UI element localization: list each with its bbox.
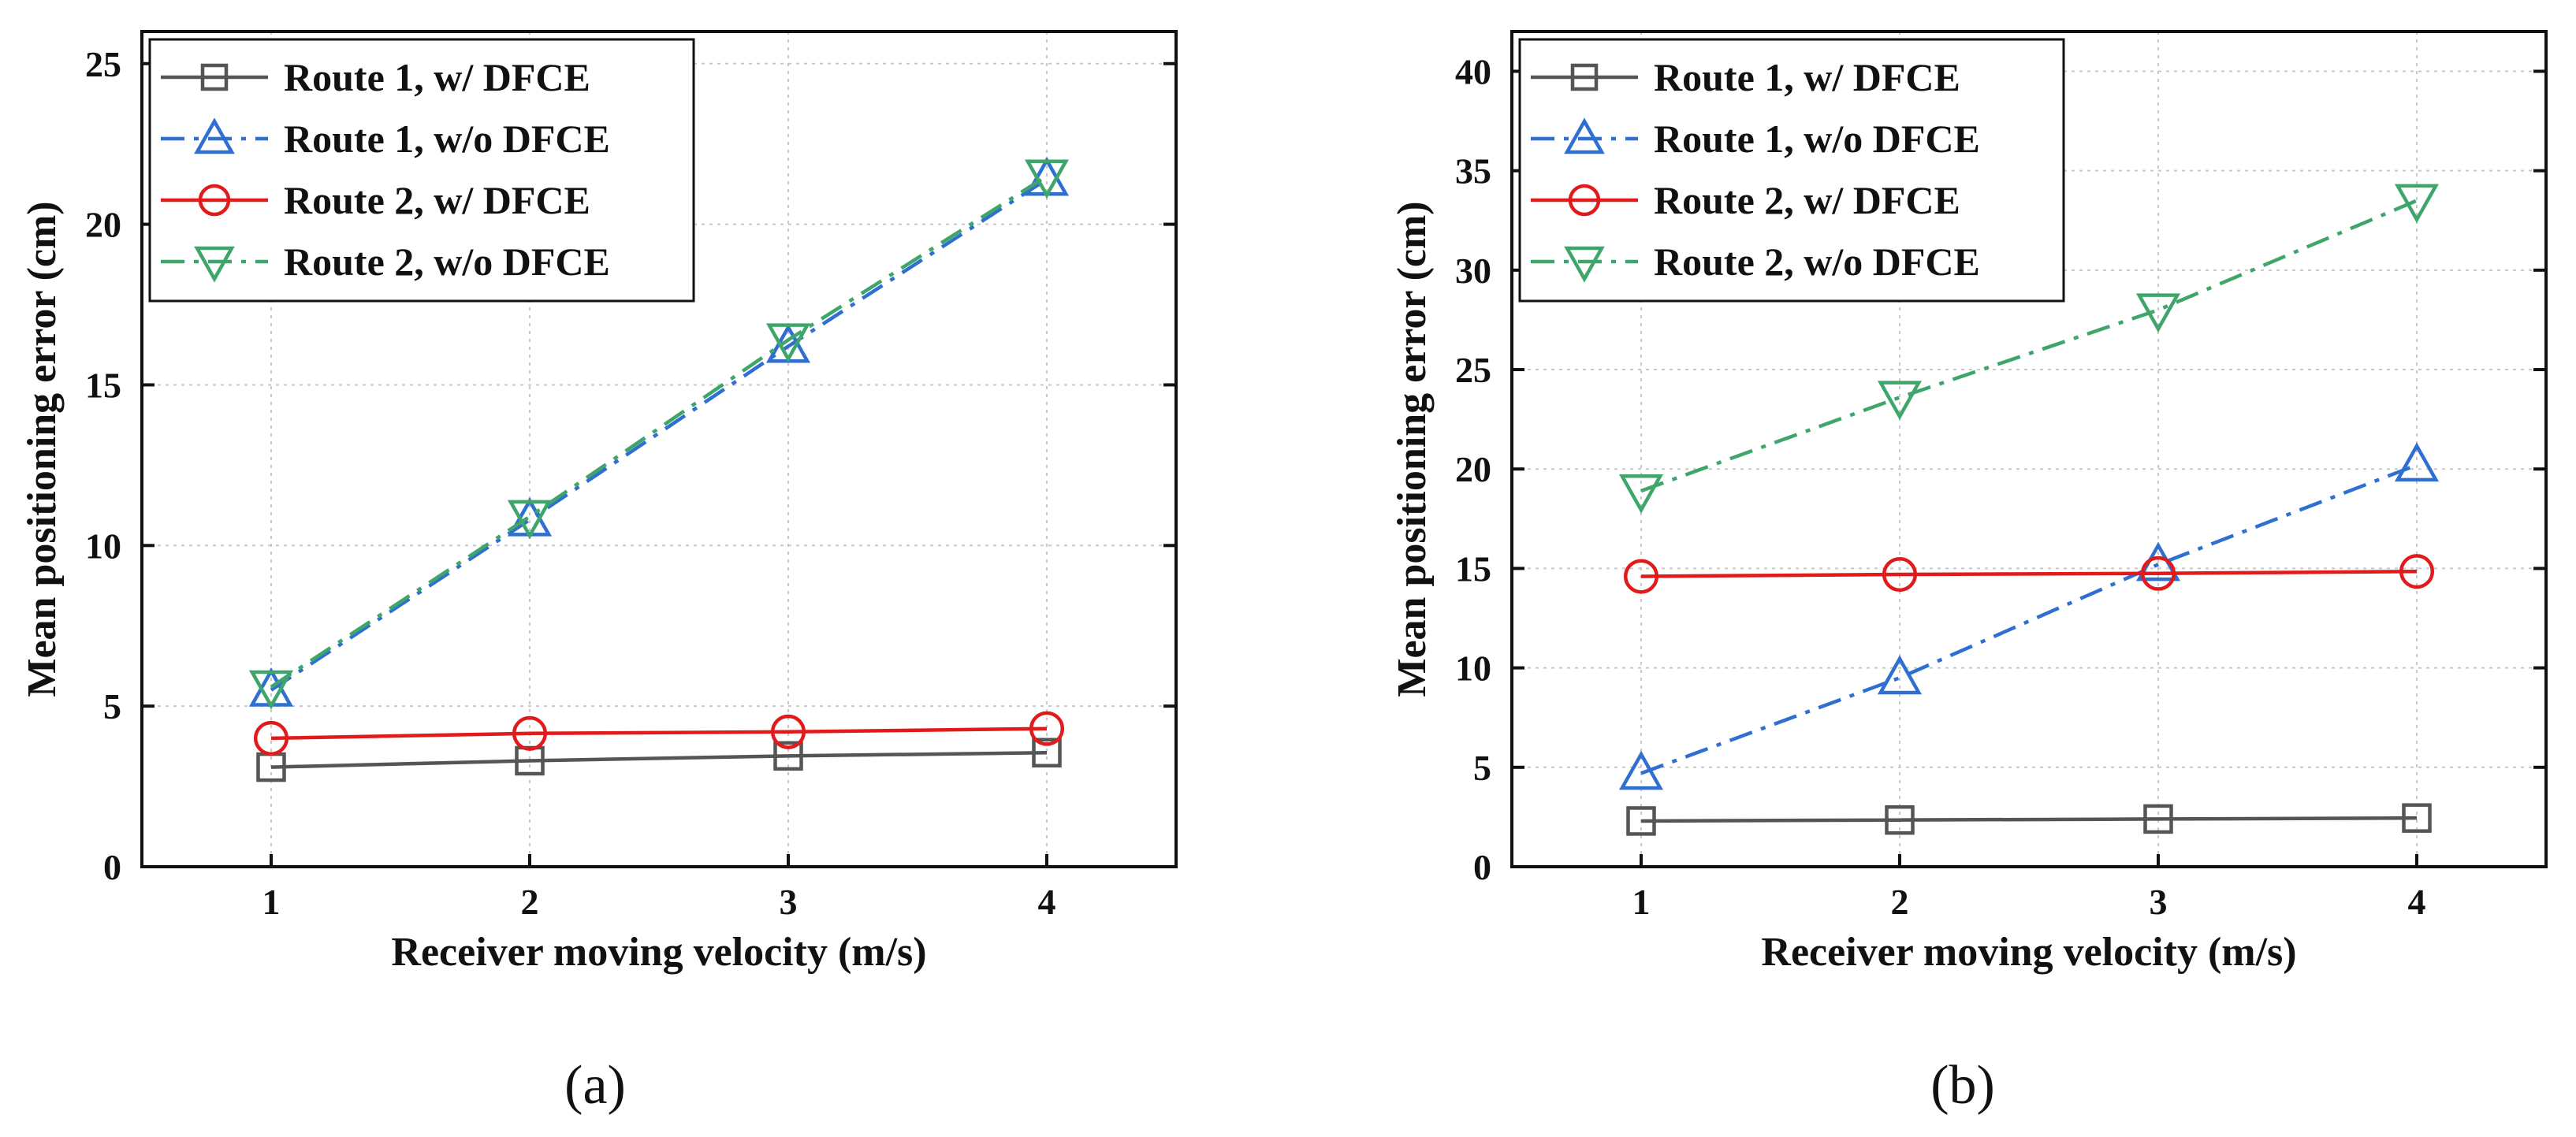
panel-label: (b) xyxy=(1930,1055,1995,1116)
x-axis-title: Receiver moving velocity (m/s) xyxy=(391,930,926,975)
data-point-marker xyxy=(2140,555,2176,591)
x-axis-title: Receiver moving velocity (m/s) xyxy=(1761,930,2296,975)
series-1 xyxy=(1626,803,2432,836)
data-point-marker xyxy=(1623,559,1659,594)
y-axis-title: Mean positioning error (cm) xyxy=(20,201,65,697)
y-tick-label: 25 xyxy=(85,44,121,84)
data-point-marker xyxy=(2394,184,2440,224)
data-point-marker xyxy=(1029,711,1065,746)
data-point-marker xyxy=(1024,159,1070,199)
series-3 xyxy=(1623,554,2435,594)
y-tick-label: 30 xyxy=(1455,251,1491,291)
data-point-marker xyxy=(1877,655,1923,695)
legend-marker xyxy=(1564,246,1605,283)
y-tick-label: 0 xyxy=(1473,847,1491,887)
data-point-marker xyxy=(253,720,289,756)
series-3 xyxy=(253,711,1065,756)
chart-panel-1: 1 2 3 4 0 5 10 15 20 25 Receiver moving velocity (… xyxy=(20,30,1178,1116)
series-line xyxy=(1640,463,2418,775)
data-point-marker xyxy=(1618,750,1664,790)
series-line xyxy=(270,174,1048,689)
legend-marker xyxy=(1570,63,1599,91)
legend-marker xyxy=(1568,184,1601,217)
series-line xyxy=(270,177,1048,692)
plot-frame xyxy=(140,30,1178,868)
data-point-marker xyxy=(2143,804,2173,834)
y-tick-label: 10 xyxy=(85,526,121,566)
legend-marker xyxy=(194,117,235,154)
legend-marker xyxy=(198,184,231,217)
series-2 xyxy=(1618,442,2440,790)
panel-label: (a) xyxy=(564,1055,626,1116)
legend-box xyxy=(148,38,695,303)
x-tick-label: 3 xyxy=(780,882,798,922)
plot-frame xyxy=(1510,30,2548,868)
data-point-marker xyxy=(1885,804,1915,835)
y-tick-label: 35 xyxy=(1455,151,1491,191)
data-point-marker xyxy=(2402,803,2432,833)
legend-entry-label: Route 2, w/ DFCE xyxy=(284,178,590,222)
y-tick-label: 25 xyxy=(1455,350,1491,390)
y-tick-label: 15 xyxy=(1455,548,1491,589)
x-tick-label: 1 xyxy=(262,882,281,922)
data-point-marker xyxy=(2399,554,2435,589)
data-point-marker xyxy=(1877,381,1923,421)
legend-marker xyxy=(1564,117,1605,154)
legend-entry-label: Route 2, w/ DFCE xyxy=(1654,178,1960,222)
x-tick-label: 4 xyxy=(1038,882,1056,922)
data-point-marker xyxy=(1626,806,1656,836)
data-point-marker xyxy=(773,741,803,771)
legend-entry-label: Route 1, w/ DFCE xyxy=(284,55,590,99)
y-tick-label: 5 xyxy=(1473,748,1491,788)
series-line xyxy=(1640,816,2418,823)
series-4 xyxy=(1618,184,2440,514)
legend-entry-label: Route 2, w/o DFCE xyxy=(284,240,610,284)
x-tick-label: 1 xyxy=(1632,882,1651,922)
y-tick-label: 20 xyxy=(85,205,121,245)
x-tick-label: 2 xyxy=(1891,882,1909,922)
series-line xyxy=(1640,569,2418,578)
series-1 xyxy=(256,738,1062,782)
data-point-marker xyxy=(1032,738,1062,768)
legend-box xyxy=(1518,38,2065,303)
y-tick-label: 5 xyxy=(103,686,121,726)
data-point-marker xyxy=(1882,556,1918,593)
legend-entry-label: Route 1, w/ DFCE xyxy=(1654,55,1960,99)
y-tick-label: 15 xyxy=(85,365,121,405)
data-point-marker xyxy=(512,715,548,751)
y-tick-label: 0 xyxy=(103,847,121,887)
legend-marker xyxy=(200,63,229,91)
x-tick-label: 2 xyxy=(521,882,539,922)
data-point-marker xyxy=(765,323,811,363)
legend: Route 1, w/ DFCE Route 1, w/o DFCE Route 2… xyxy=(148,38,695,303)
series-line xyxy=(270,726,1048,741)
x-tick-label: 4 xyxy=(2408,882,2426,922)
data-point-marker xyxy=(2135,293,2181,333)
series-4 xyxy=(248,159,1070,710)
data-point-marker xyxy=(248,670,294,710)
y-axis-title: Mean positioning error (cm) xyxy=(1390,201,1435,697)
legend-entry-label: Route 1, w/o DFCE xyxy=(284,117,610,161)
data-point-marker xyxy=(1618,474,1664,514)
series-line xyxy=(270,751,1048,769)
legend-entry-label: Route 2, w/o DFCE xyxy=(1654,240,1980,284)
legend-entry-label: Route 1, w/o DFCE xyxy=(1654,117,1980,161)
y-tick-label: 20 xyxy=(1455,449,1491,489)
legend-marker xyxy=(194,246,235,283)
y-tick-label: 40 xyxy=(1455,51,1491,91)
data-point-marker xyxy=(507,500,553,540)
data-point-marker xyxy=(2394,442,2440,482)
x-tick-label: 3 xyxy=(2150,882,2168,922)
legend: Route 1, w/ DFCE Route 1, w/o DFCE Route 2… xyxy=(1518,38,2065,303)
data-point-marker xyxy=(770,714,806,749)
y-tick-label: 10 xyxy=(1455,648,1491,689)
